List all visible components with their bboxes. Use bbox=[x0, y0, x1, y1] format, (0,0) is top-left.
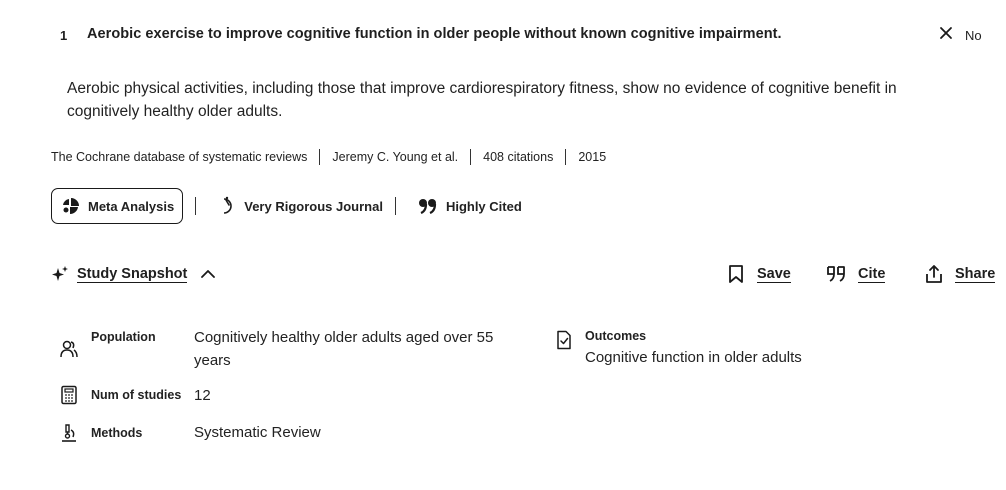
divider bbox=[565, 149, 567, 165]
num-studies-label: Num of studies bbox=[91, 388, 182, 402]
outcomes-label: Outcomes bbox=[585, 329, 647, 343]
num-studies-value: 12 bbox=[194, 387, 211, 404]
cite-button[interactable]: Cite bbox=[826, 263, 886, 285]
methods-value: Systematic Review bbox=[194, 424, 321, 441]
checklist-icon bbox=[554, 330, 574, 350]
close-icon[interactable] bbox=[938, 24, 954, 42]
study-snapshot-label: Study Snapshot bbox=[77, 265, 188, 283]
study-snapshot-toggle[interactable]: Study Snapshot bbox=[51, 264, 216, 284]
paper-meta: The Cochrane database of systematic revi… bbox=[51, 149, 606, 165]
chevron-up-icon bbox=[201, 270, 216, 278]
divider bbox=[319, 149, 321, 165]
share-label: Share bbox=[955, 265, 996, 283]
methods-label: Methods bbox=[91, 426, 143, 440]
paper-title[interactable]: Aerobic exercise to improve cognitive fu… bbox=[87, 26, 782, 42]
badge-label: Highly Cited bbox=[445, 198, 522, 214]
cite-label: Cite bbox=[858, 265, 886, 283]
verdict-label: No bbox=[965, 28, 982, 43]
badge-label: Very Rigorous Journal bbox=[244, 198, 383, 214]
calculator-icon bbox=[59, 385, 79, 405]
microscope-icon bbox=[59, 423, 79, 443]
badge-row: Meta Analysis Very Rigorous Journal High… bbox=[51, 187, 522, 225]
people-icon bbox=[59, 339, 79, 359]
badge-very-rigorous-journal[interactable]: Very Rigorous Journal bbox=[218, 196, 383, 216]
save-label: Save bbox=[757, 265, 791, 283]
badge-meta-analysis[interactable]: Meta Analysis bbox=[51, 188, 184, 224]
quote-icon bbox=[418, 199, 437, 215]
share-icon bbox=[926, 265, 942, 283]
divider bbox=[470, 149, 472, 165]
divider bbox=[394, 197, 396, 215]
population-label: Population bbox=[91, 330, 156, 344]
badge-label: Meta Analysis bbox=[88, 198, 175, 214]
badge-highly-cited[interactable]: Highly Cited bbox=[418, 197, 522, 215]
quote-icon bbox=[827, 266, 845, 282]
authors[interactable]: Jeremy C. Young et al. bbox=[332, 150, 459, 164]
sparkle-icon bbox=[52, 266, 68, 281]
journal-name[interactable]: The Cochrane database of systematic revi… bbox=[51, 150, 308, 164]
rigor-gauge-icon bbox=[224, 196, 233, 214]
bookmark-icon bbox=[729, 265, 743, 283]
result-rank: 1 bbox=[60, 28, 68, 43]
outcomes-value: Cognitive function in older adults bbox=[585, 349, 802, 366]
divider bbox=[195, 197, 197, 215]
save-button[interactable]: Save bbox=[728, 263, 791, 285]
meta-analysis-icon bbox=[63, 198, 79, 215]
publication-year: 2015 bbox=[578, 150, 607, 164]
share-button[interactable]: Share bbox=[925, 263, 996, 285]
citation-count: 408 citations bbox=[483, 150, 554, 164]
paper-summary: Aerobic physical activities, including t… bbox=[67, 80, 897, 120]
population-value: Cognitively healthy older adults aged ov… bbox=[194, 329, 494, 369]
